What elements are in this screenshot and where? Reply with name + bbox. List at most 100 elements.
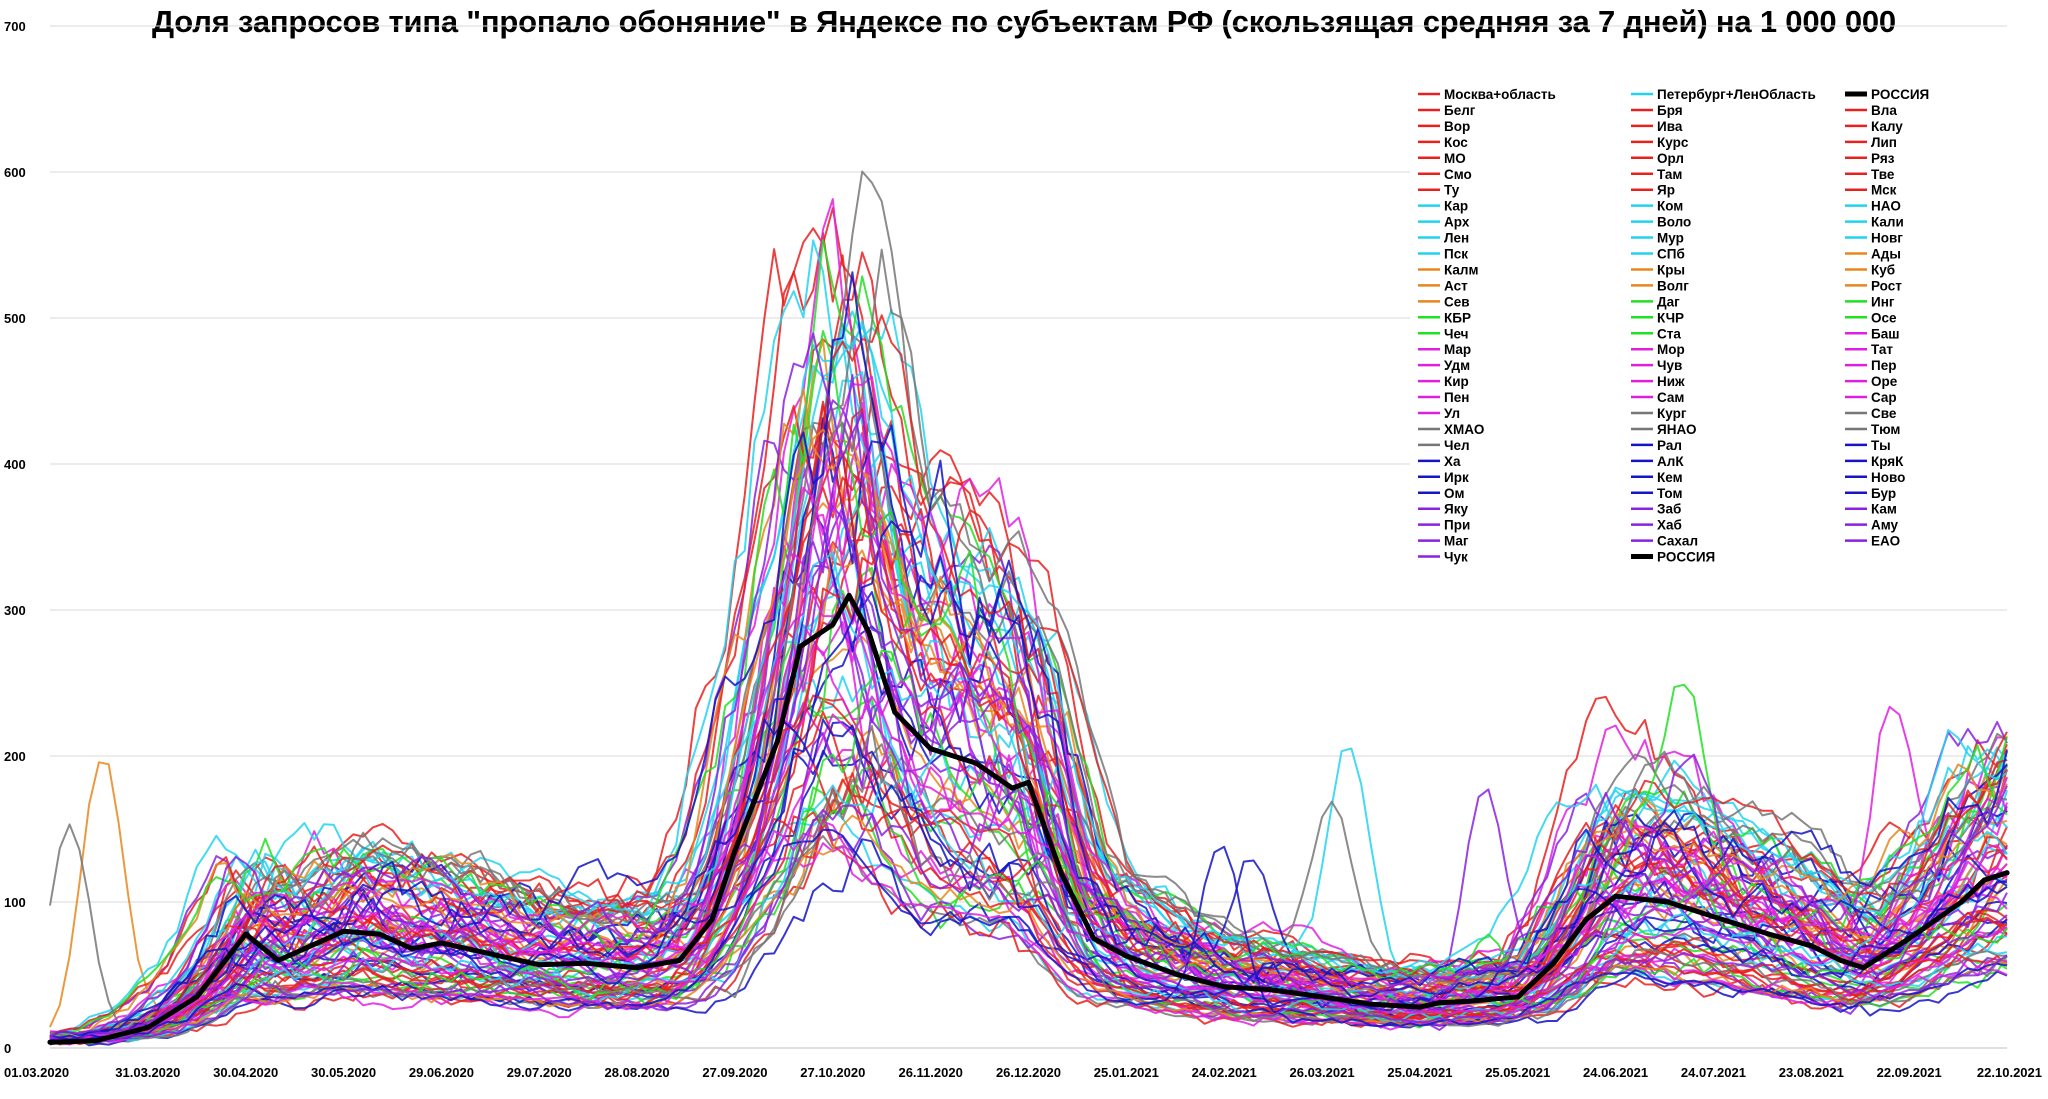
region-series-line: [49, 814, 2008, 1046]
russia-data-point: [1417, 1004, 1423, 1010]
russia-data-point: [1551, 960, 1557, 966]
legend-label: Смо: [1444, 167, 1472, 182]
legend-label: Чук: [1444, 550, 1468, 565]
russia-data-point: [491, 952, 497, 958]
legend-label: Чеч: [1444, 326, 1469, 341]
legend-label: Кали: [1871, 215, 1904, 230]
x-tick-label: 26.03.2021: [1290, 1065, 1355, 1080]
legend-label: Ново: [1871, 470, 1905, 485]
legend-label: Калу: [1871, 119, 1903, 134]
russia-data-point: [217, 965, 223, 971]
legend-label: СПб: [1657, 247, 1685, 262]
legend-label: Сам: [1657, 390, 1684, 405]
legend-label: Оре: [1871, 374, 1898, 389]
russia-data-point: [1437, 1000, 1442, 1006]
russia-data-point: [376, 931, 382, 937]
legend-label: Инг: [1871, 294, 1895, 309]
y-tick-label: 0: [4, 1041, 11, 1056]
legend-label: Мск: [1871, 183, 1897, 198]
legend-label: Том: [1657, 486, 1682, 501]
legend-label: Мар: [1444, 342, 1471, 357]
legend-label: КЧР: [1657, 310, 1684, 325]
legend-label: Чув: [1657, 358, 1682, 373]
russia-data-point: [1515, 994, 1521, 1000]
x-tick-label: 25.05.2021: [1485, 1065, 1550, 1080]
russia-data-point: [93, 1038, 99, 1044]
legend-label: Ады: [1871, 247, 1901, 262]
russia-data-point: [1319, 994, 1325, 1000]
russia-data-point: [1091, 936, 1097, 941]
legend-label: Ту: [1444, 183, 1460, 198]
legend-label: Куб: [1871, 262, 1895, 277]
russia-data-point: [2004, 870, 2010, 876]
russia-data-point: [409, 946, 415, 952]
y-tick-label: 100: [4, 895, 26, 910]
legend-label: Ты: [1871, 438, 1891, 453]
legend-label: Тат: [1871, 342, 1893, 357]
legend-label: Кир: [1444, 374, 1469, 389]
legend-label: Лен: [1444, 231, 1469, 246]
russia-data-point: [536, 962, 542, 968]
russia-data-point: [1176, 972, 1181, 978]
legend-label: Рал: [1657, 438, 1682, 453]
russia-data-point: [1838, 957, 1844, 963]
russia-data-point: [1583, 917, 1589, 922]
russia-data-point: [1861, 965, 1866, 971]
russia-data-point: [308, 943, 314, 949]
russia-data-point: [1221, 984, 1227, 990]
russia-data-point: [1368, 1001, 1374, 1007]
russia-data-point: [1466, 998, 1472, 1004]
legend-label: Кар: [1444, 199, 1468, 214]
legend-label: Арх: [1444, 215, 1470, 230]
region-series-line: [49, 248, 2008, 1039]
legend: Москва+областьБелгВорКосМОСмоТуКарАрхЛен…: [1410, 86, 2036, 569]
region-series-line: [49, 506, 2008, 1044]
russia-data-point: [1808, 943, 1814, 949]
x-tick-label: 27.09.2020: [702, 1065, 767, 1080]
legend-label: Бур: [1871, 486, 1896, 501]
region-series-line: [49, 400, 2008, 1041]
legend-label: Хаб: [1657, 518, 1682, 533]
x-tick-label: 31.03.2020: [115, 1065, 180, 1080]
region-series-line: [49, 777, 2008, 1045]
legend-label: Яр: [1657, 183, 1675, 198]
x-tick-label: 26.11.2020: [898, 1065, 962, 1080]
legend-label: Сар: [1871, 390, 1897, 405]
legend-label: Кры: [1657, 262, 1685, 277]
russia-data-point: [275, 957, 281, 963]
x-tick-label: 30.05.2020: [311, 1065, 376, 1080]
x-tick-label: 22.09.2021: [1877, 1065, 1942, 1080]
x-tick-label: 24.06.2021: [1583, 1065, 1648, 1080]
legend-label: Пск: [1444, 247, 1468, 262]
x-tick-label: 25.01.2021: [1094, 1065, 1159, 1080]
x-tick-label: 22.10.2021: [1977, 1065, 2042, 1080]
russia-data-point: [47, 1039, 53, 1045]
legend-label: Пен: [1444, 390, 1469, 405]
russia-data-point: [1009, 785, 1015, 791]
russia-data-point: [1766, 931, 1772, 937]
legend-label: Бря: [1657, 103, 1683, 118]
russia-data-point: [634, 965, 640, 971]
legend-label: Новг: [1871, 231, 1903, 246]
region-series-line: [49, 332, 2008, 1038]
legend-label: ЯНАО: [1657, 422, 1697, 437]
x-tick-label: 25.04.2021: [1387, 1065, 1452, 1080]
region-series-line: [49, 374, 2008, 1042]
legend-label: Аму: [1871, 518, 1899, 533]
russia-data-point: [973, 760, 979, 766]
region-series-line: [49, 551, 2008, 1039]
russia-data-point: [830, 622, 836, 628]
legend-label: МО: [1444, 151, 1466, 166]
legend-label: Тюм: [1871, 422, 1900, 437]
legend-label: Удм: [1444, 358, 1470, 373]
y-tick-label: 300: [4, 603, 26, 618]
legend-label: Вор: [1444, 119, 1470, 134]
legend-label: Курс: [1657, 135, 1689, 150]
russia-data-point: [1665, 899, 1671, 905]
legend-label: КБР: [1444, 310, 1471, 325]
legend-label: РОССИЯ: [1657, 550, 1715, 565]
legend-label: Даг: [1657, 294, 1680, 309]
russia-data-point: [732, 848, 738, 854]
region-series-line: [49, 694, 2008, 1044]
legend-label: Тве: [1871, 167, 1895, 182]
